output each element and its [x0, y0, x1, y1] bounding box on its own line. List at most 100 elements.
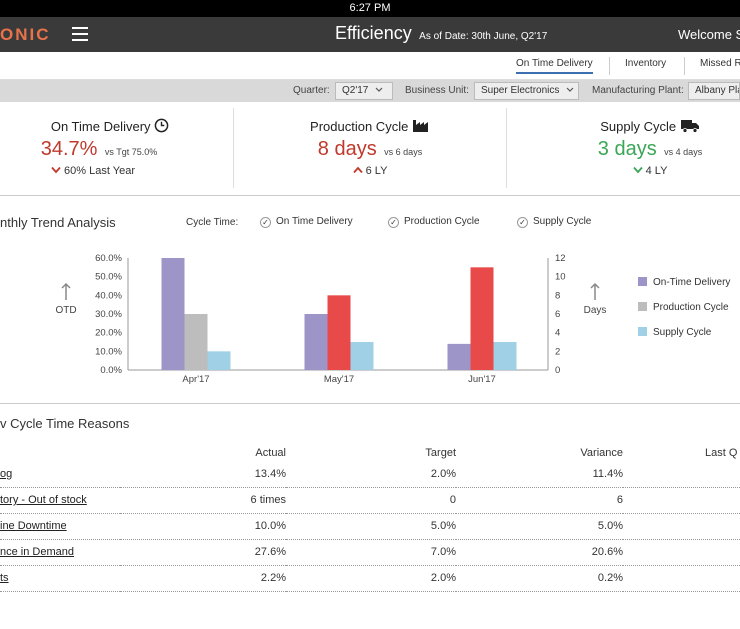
- kpi-title: Supply Cycle: [600, 119, 677, 134]
- y-left-tick-label: 50.0%: [95, 272, 122, 283]
- variance-value: 11.4%: [456, 461, 623, 488]
- x-tick-label: May'17: [324, 374, 354, 385]
- truck-icon: [680, 120, 699, 133]
- filter-bar: Quarter: Q2'17 Business Unit: Super Elec…: [0, 80, 740, 102]
- app-header: ONIC Efficiency As of Date: 30th June, Q…: [0, 17, 740, 52]
- y-right-tick-label: 2: [555, 346, 560, 357]
- bar-production-cycle: [184, 314, 208, 370]
- business-unit-select[interactable]: Super Electronics: [474, 82, 579, 100]
- trend-title: nthly Trend Analysis: [0, 215, 116, 230]
- legend-swatch: [638, 327, 647, 336]
- check-icon: ✓: [388, 217, 399, 228]
- bar-supply-cycle: [207, 351, 231, 370]
- factory-icon: [412, 120, 428, 132]
- actual-value: 27.6%: [120, 539, 286, 566]
- kpi-supply-cycle[interactable]: Supply Cycle 3 days vs 4 days 4 LY: [570, 103, 730, 191]
- variance-value: 20.6%: [456, 539, 623, 566]
- filter-production-cycle[interactable]: ✓ Production Cycle: [388, 216, 480, 228]
- filter-on-time-delivery[interactable]: ✓ On Time Delivery: [260, 216, 353, 228]
- kpi-value: 8 days: [317, 138, 377, 160]
- y-right-tick-label: 0: [555, 365, 560, 376]
- y-right-tick-label: 6: [555, 309, 560, 320]
- chevron-down-icon: [375, 87, 383, 92]
- kpi-value: 3 days: [597, 138, 657, 160]
- plant-label: Manufacturing Plant:: [592, 85, 684, 96]
- menu-icon[interactable]: [72, 27, 88, 41]
- table-row: nce in Demand 27.6% 7.0% 20.6%: [0, 539, 740, 566]
- y-left-tick-label: 20.0%: [95, 328, 122, 339]
- reason-link[interactable]: nce in Demand: [0, 546, 74, 558]
- kpi-value: 34.7%: [40, 138, 98, 160]
- y-right-tick-label: 4: [555, 328, 560, 339]
- tab-missed[interactable]: Missed R: [700, 58, 740, 69]
- legend-label: On-Time Delivery: [653, 277, 730, 288]
- cycle-time-label: Cycle Time:: [186, 217, 239, 228]
- bar-production-cycle: [327, 295, 351, 370]
- business-unit-label: Business Unit:: [405, 85, 469, 96]
- kpi-last-year: 6 LY: [365, 165, 388, 177]
- y-left-tick-label: 60.0%: [95, 253, 122, 264]
- col-actual: Actual: [255, 446, 286, 459]
- y-left-tick-label: 0.0%: [100, 365, 122, 376]
- kpi-on-time-delivery[interactable]: On Time Delivery 34.7% vs Tgt 75.0% 60% …: [20, 103, 200, 191]
- filter-supply-cycle[interactable]: ✓ Supply Cycle: [517, 216, 591, 228]
- col-last-quarter: Last Q: [705, 446, 738, 459]
- reason-link[interactable]: tory - Out of stock: [0, 494, 87, 506]
- bar-on-time-delivery: [161, 258, 185, 370]
- kpi-production-cycle[interactable]: Production Cycle 8 days vs 6 days 6 LY: [290, 103, 450, 191]
- target-value: 7.0%: [286, 539, 456, 566]
- target-value: 2.0%: [286, 565, 456, 592]
- table-row: tory - Out of stock 6 times 0 6: [0, 487, 740, 514]
- brand-logo: ONIC: [0, 25, 51, 44]
- reasons-table: Actual Target Variance Last Q og 13.4% 2…: [0, 444, 740, 592]
- table-row: og 13.4% 2.0% 11.4%: [0, 461, 740, 488]
- clock-icon: [154, 118, 169, 133]
- reason-link[interactable]: ts: [0, 572, 9, 584]
- tab-divider: [684, 57, 685, 75]
- y-left-tick-label: 40.0%: [95, 290, 122, 301]
- tab-on-time-delivery[interactable]: On Time Delivery: [516, 58, 593, 74]
- tab-inventory[interactable]: Inventory: [625, 58, 667, 69]
- check-icon: ✓: [517, 217, 528, 228]
- actual-value: 2.2%: [120, 565, 286, 592]
- y-right-tick-label: 10: [555, 272, 566, 283]
- y-right-tick-label: 12: [555, 253, 566, 264]
- variance-value: 0.2%: [456, 565, 623, 592]
- reason-link[interactable]: ine Downtime: [0, 520, 67, 532]
- col-target: Target: [425, 446, 456, 459]
- actual-value: 13.4%: [120, 461, 286, 488]
- kpi-title: On Time Delivery: [50, 119, 151, 134]
- kpi-last-year: 60% Last Year: [64, 165, 135, 177]
- tab-divider: [609, 57, 610, 75]
- kpi-title: Production Cycle: [310, 119, 409, 134]
- plant-select[interactable]: Albany Pla: [688, 82, 740, 100]
- welcome-user[interactable]: Welcome S: [678, 27, 740, 42]
- kpi-target: vs Tgt 75.0%: [104, 147, 158, 157]
- reasons-title: v Cycle Time Reasons: [0, 416, 130, 431]
- trend-chart: 0.0% 10.0% 20.0% 30.0% 40.0% 50.0% 60.0% 0 2 4 6 8 1…: [55, 253, 730, 385]
- target-value: 5.0%: [286, 513, 456, 540]
- bar-on-time-delivery: [304, 314, 328, 370]
- target-value: 2.0%: [286, 461, 456, 488]
- status-bar: 6:27 PM: [0, 0, 740, 17]
- plant-value: Albany Pla: [695, 85, 740, 96]
- variance-value: 5.0%: [456, 513, 623, 540]
- status-time: 6:27 PM: [349, 2, 391, 14]
- chevron-down-icon: [566, 87, 574, 92]
- section-divider: [0, 195, 740, 196]
- kpi-divider: [506, 108, 507, 188]
- page-title: Efficiency: [335, 23, 412, 43]
- arrow-down-icon: [51, 166, 61, 174]
- up-arrow-icon: [590, 282, 600, 300]
- legend-swatch: [638, 277, 647, 286]
- quarter-select[interactable]: Q2'17: [335, 82, 393, 100]
- y-left-axis-label: OTD: [55, 305, 76, 316]
- legend-label: Supply Cycle: [653, 327, 712, 338]
- kpi-divider: [233, 108, 234, 188]
- check-icon: ✓: [260, 217, 271, 228]
- kpi-target: vs 4 days: [664, 147, 703, 157]
- kpi-last-year: 4 LY: [645, 165, 668, 177]
- reason-link[interactable]: og: [0, 467, 13, 480]
- y-left-tick-label: 30.0%: [95, 309, 122, 320]
- target-value: 0: [286, 487, 456, 514]
